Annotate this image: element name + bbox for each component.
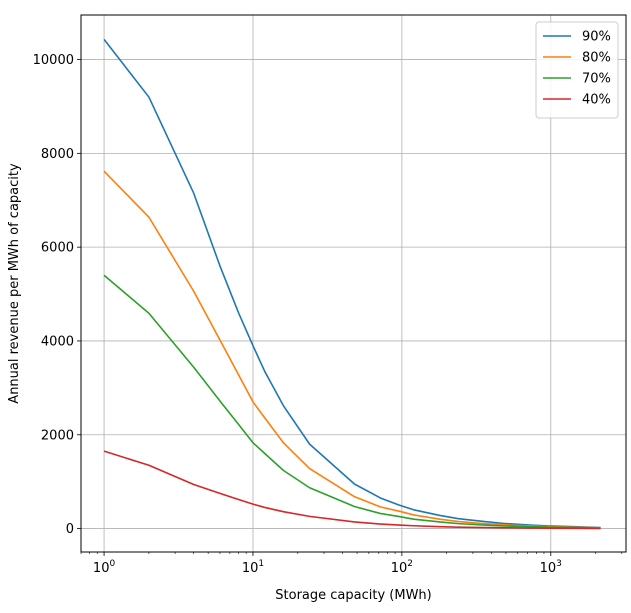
x-tick-base: 10 (540, 561, 557, 576)
x-tick-exponent: 1 (258, 559, 264, 569)
x-tick-label: 100 (93, 559, 116, 576)
legend-label: 70% (582, 72, 611, 87)
y-tick-label: 6000 (41, 241, 74, 256)
x-tick-label: 102 (391, 559, 413, 576)
series-line-40pct (103, 450, 601, 530)
series-line-90pct (103, 38, 601, 529)
y-tick-label: 8000 (41, 147, 74, 162)
series-line-70pct (103, 274, 601, 529)
x-tick-label: 101 (242, 559, 264, 576)
legend-box (535, 21, 619, 119)
x-axis-label: Storage capacity (MWh) (275, 588, 431, 603)
x-tick-exponent: 2 (407, 559, 413, 569)
y-tick-label: 4000 (41, 334, 74, 349)
x-tick-base: 10 (93, 561, 110, 576)
x-tick-base: 10 (242, 561, 259, 576)
legend-label: 90% (582, 30, 611, 45)
series-line-80pct (103, 170, 601, 529)
y-tick-label: 0 (66, 522, 74, 537)
x-tick-exponent: 3 (556, 559, 562, 569)
x-tick-exponent: 0 (109, 559, 115, 569)
x-tick-label: 103 (540, 559, 562, 576)
y-tick-label: 10000 (33, 53, 74, 68)
x-tick-base: 10 (391, 561, 408, 576)
legend: 90% 80% 70% 40% (535, 21, 619, 119)
legend-label: 80% (582, 51, 611, 66)
grid (81, 15, 626, 552)
series-lines (103, 38, 601, 530)
plot-frame (80, 14, 627, 553)
y-axis-label: Annual revenue per MWh of capacity (7, 163, 22, 404)
plot-area (81, 15, 626, 552)
legend-label: 40% (582, 93, 611, 108)
y-tick-label: 2000 (41, 428, 74, 443)
